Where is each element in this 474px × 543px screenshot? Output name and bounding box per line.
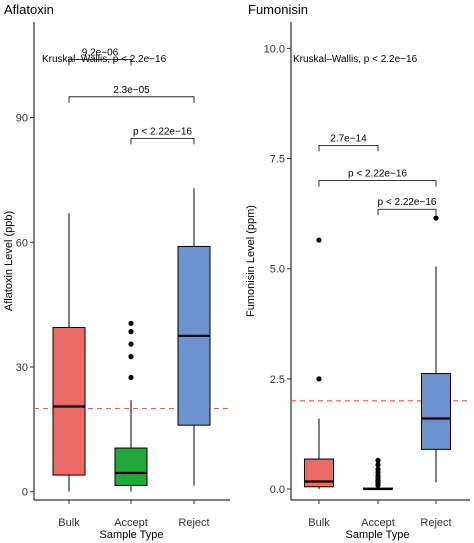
y-tick-label: 0.0 [270,484,285,496]
box-reject [421,215,451,483]
outlier-point [128,354,134,360]
y-tick-label: 0 [22,487,28,499]
panel-title: Fumonisin [248,2,308,17]
x-axis-label: Sample Type [345,529,409,541]
kruskal-wallis-label: Kruskal–Wallis, p < 2.2e−16 [293,54,418,65]
comparison-p-value: p < 2.22e−16 [378,197,437,208]
y-axis-label: Fumonisin Level (ppm) [245,205,257,317]
x-tick-label: Reject [420,517,451,529]
bracket-line [318,180,437,187]
bracket-line [318,144,379,152]
y-tick-label: 7.5 [270,154,285,166]
panel-aflatoxin: Aflatoxin 0 30 60 90 Aflatoxin Level (ppb) Bul… [3,2,230,541]
outlier-point [128,320,134,326]
outlier-point [316,376,322,382]
comparison-p-value: p < 2.22e−16 [133,126,192,137]
box-iqr [52,327,86,476]
y-tick-label: 30 [16,362,28,374]
y-tick-label: 10.0 [264,43,285,55]
comparison-bracket: 2.7e−14 [318,133,379,152]
x-tick-label: Bulk [308,517,330,529]
outlier-point [375,466,381,472]
box-bulk [52,213,86,492]
y-axis-label: Aflatoxin Level (ppb) [3,211,15,311]
box-accept [363,457,393,491]
outlier-point [128,341,134,347]
x-tick-label: Reject [178,517,209,529]
y-tick-label: 2.5 [270,374,285,386]
x-tick-label: Bulk [58,517,80,529]
panel-fumonisin: Fumonisin 0.0 2.5 5.0 7.5 10.0 Fumonisin Level… [245,2,470,541]
comparison-bracket: 9.2e−06 [68,47,132,66]
panel-title: Aflatoxin [4,2,54,17]
outlier-point [316,237,322,243]
box-reject [177,188,211,486]
bracket-line [68,96,195,103]
outlier-point [128,329,134,335]
outlier-point [128,374,134,380]
comparison-p-value: 9.2e−06 [82,47,119,58]
y-tick-label: 5.0 [270,264,285,276]
bracket-line [130,137,195,145]
box-iqr [114,447,148,486]
x-tick-label: Accept [114,517,148,529]
bracket-line [377,208,437,216]
box-bulk [304,237,334,489]
comparison-p-value: 2.7e−14 [330,133,367,144]
y-tick-label: 60 [16,237,28,249]
outlier-point [433,215,439,221]
box-iqr [304,458,334,488]
comparison-p-value: p < 2.22e−16 [348,169,407,180]
comparison-bracket: p < 2.22e−16 [130,126,195,145]
comparison-p-value: 2.3e−05 [113,85,150,96]
bracket-line [68,59,132,66]
comparison-bracket: 2.3e−05 [68,85,195,103]
box-iqr [421,373,451,450]
box-accept [114,320,148,492]
comparison-bracket: p < 2.22e−16 [318,169,437,187]
comparison-bracket: p < 2.22e−16 [377,197,437,216]
x-axis-label: Sample Type [99,529,163,541]
x-tick-label: Accept [361,517,395,529]
outlier-point [375,457,381,463]
y-tick-label: 90 [16,113,28,125]
outlier-point [375,462,381,468]
